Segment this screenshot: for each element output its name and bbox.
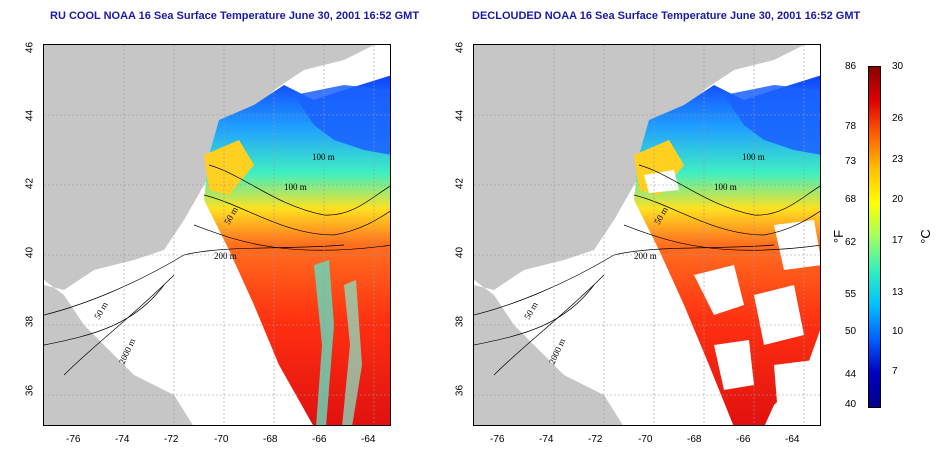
contour-label-100b: 100 m xyxy=(284,182,307,192)
lon-tick: -76 xyxy=(66,434,81,445)
right-map-panel: 100 m 100 m 50 m 200 m 50 m 2000 m xyxy=(473,44,821,426)
lon-tick: -72 xyxy=(588,434,603,445)
fahrenheit-unit-label: °F xyxy=(831,229,847,244)
lat-tick: 38 xyxy=(454,315,466,328)
lat-tick: 46 xyxy=(24,41,36,54)
f-tick: 62 xyxy=(845,237,857,248)
contour-label-200: 200 m xyxy=(214,251,237,261)
left-map-title: RU COOL NOAA 16 Sea Surface Temperature … xyxy=(50,10,420,22)
f-tick: 68 xyxy=(845,194,857,205)
lon-tick: -64 xyxy=(785,434,800,445)
left-map-panel: 100 m 100 m 50 m 200 m 50 m 2000 m xyxy=(43,44,391,426)
f-tick: 86 xyxy=(845,61,857,72)
lat-tick: 38 xyxy=(24,315,36,328)
f-tick: 73 xyxy=(845,156,857,167)
lon-tick: -64 xyxy=(361,434,376,445)
lat-tick: 36 xyxy=(454,384,466,397)
f-tick: 44 xyxy=(845,369,857,380)
lat-tick: 46 xyxy=(454,41,466,54)
c-tick: 17 xyxy=(892,235,904,246)
celsius-unit-label: °C xyxy=(917,229,933,244)
lon-tick: -68 xyxy=(263,434,278,445)
c-tick: 26 xyxy=(892,113,904,124)
right-map-title: DECLOUDED NOAA 16 Sea Surface Temperatur… xyxy=(472,10,861,22)
temperature-colorbar xyxy=(868,66,881,408)
c-tick: 13 xyxy=(892,287,904,298)
lat-tick: 44 xyxy=(454,109,466,122)
lat-tick: 40 xyxy=(454,246,466,259)
lon-tick: -76 xyxy=(490,434,505,445)
lon-tick: -72 xyxy=(164,434,179,445)
lat-tick: 40 xyxy=(24,246,36,259)
lat-tick: 36 xyxy=(24,384,36,397)
f-tick: 78 xyxy=(845,121,857,132)
c-tick: 7 xyxy=(892,366,898,377)
contour-label-100a: 100 m xyxy=(742,152,765,162)
lon-tick: -66 xyxy=(736,434,751,445)
f-tick: 40 xyxy=(845,399,857,410)
left-map-svg: 100 m 100 m 50 m 200 m 50 m 2000 m xyxy=(44,45,390,425)
lon-tick: -66 xyxy=(312,434,327,445)
lon-tick: -68 xyxy=(687,434,702,445)
c-tick: 30 xyxy=(892,61,904,72)
lat-tick: 42 xyxy=(454,177,466,190)
lon-tick: -70 xyxy=(214,434,229,445)
lon-tick: -74 xyxy=(539,434,554,445)
lon-tick: -70 xyxy=(638,434,653,445)
lat-tick: 44 xyxy=(24,109,36,122)
f-tick: 50 xyxy=(845,326,857,337)
lon-tick: -74 xyxy=(115,434,130,445)
c-tick: 23 xyxy=(892,154,904,165)
right-map-svg: 100 m 100 m 50 m 200 m 50 m 2000 m xyxy=(474,45,820,425)
contour-label-200: 200 m xyxy=(634,251,657,261)
c-tick: 10 xyxy=(892,326,904,337)
lat-tick: 42 xyxy=(24,177,36,190)
contour-label-100b: 100 m xyxy=(714,182,737,192)
c-tick: 20 xyxy=(892,194,904,205)
f-tick: 55 xyxy=(845,289,857,300)
contour-label-100a: 100 m xyxy=(312,152,335,162)
